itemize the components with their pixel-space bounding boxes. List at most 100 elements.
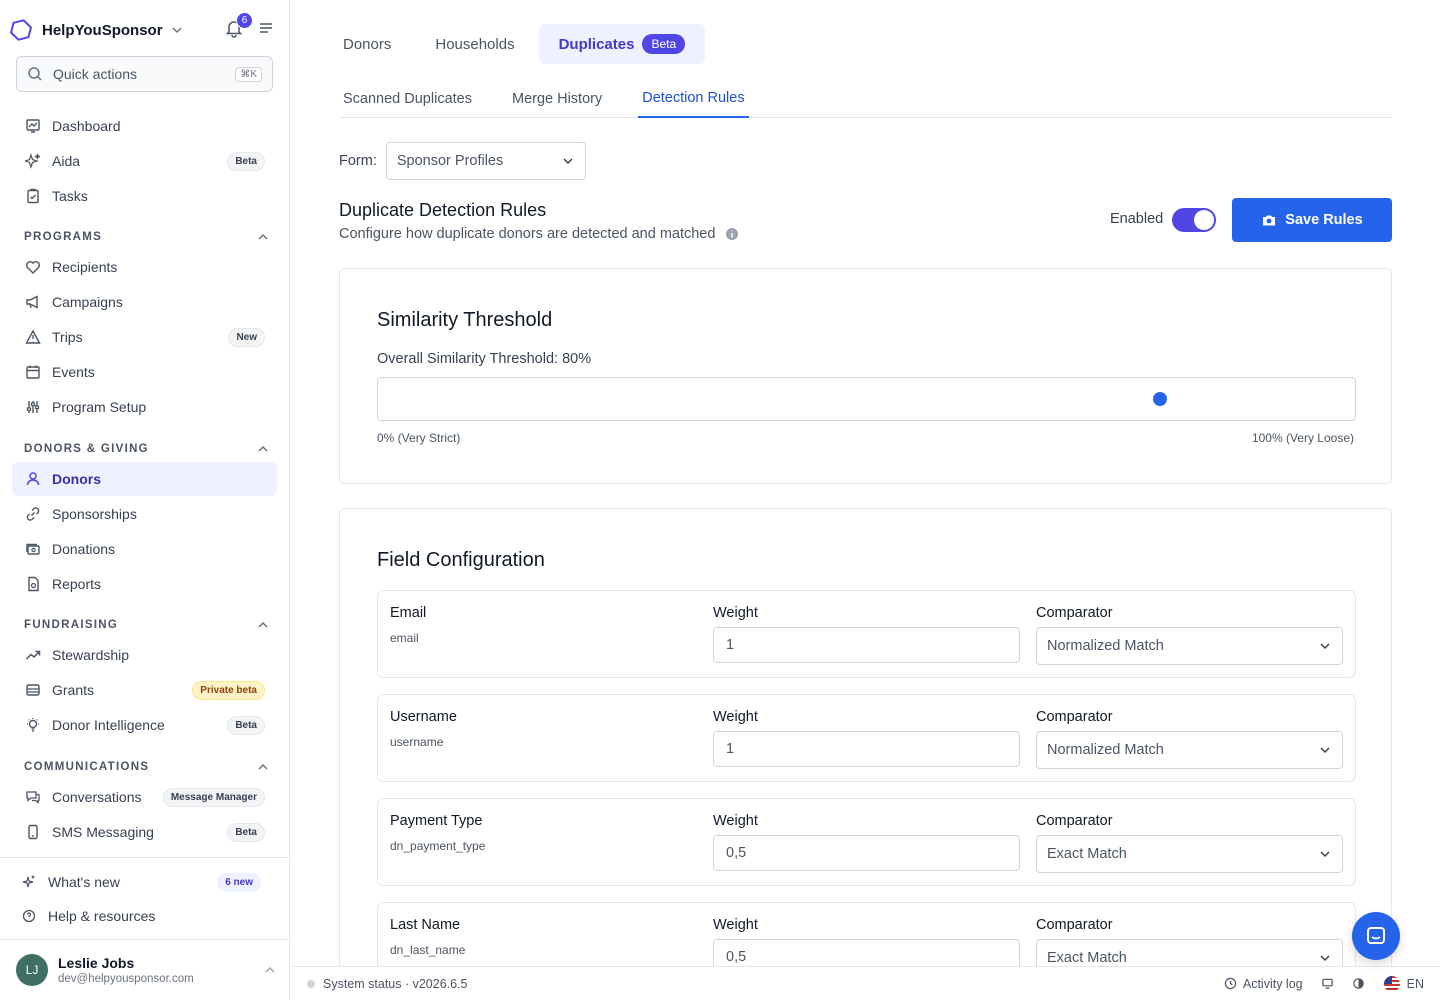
sidebar-item-help[interactable]: Help & resources xyxy=(8,899,273,933)
subtab-scanned-duplicates[interactable]: Scanned Duplicates xyxy=(339,80,476,118)
page-title: Duplicate Detection Rules xyxy=(339,200,547,220)
enabled-toggle[interactable] xyxy=(1172,208,1216,232)
description-text: Configure how duplicate donors are detec… xyxy=(339,226,716,242)
archive-icon xyxy=(24,681,42,699)
chat-icon xyxy=(24,788,42,806)
sidebar-item-label: Events xyxy=(52,364,95,380)
sidebar: HelpYouSponsor 6 Quick actions ⌘K Dashbo… xyxy=(0,0,290,1000)
card-title: Field Configuration xyxy=(377,549,545,571)
megaphone-icon xyxy=(24,293,42,311)
sidebar-item-aida[interactable]: Aida Beta xyxy=(12,144,277,178)
notification-count-badge: 6 xyxy=(236,12,253,29)
user-email: dev@helpyousponsor.com xyxy=(58,973,194,985)
chat-bubble-icon xyxy=(1367,927,1385,944)
sub-tabs: Scanned Duplicates Merge History Detecti… xyxy=(339,80,1392,118)
field-row-payment-type: Payment Type dn_payment_type Weight Comp… xyxy=(377,798,1356,886)
brand-switcher[interactable]: HelpYouSponsor xyxy=(8,14,183,46)
sidebar-item-label: What's new xyxy=(48,874,120,890)
weight-input[interactable] xyxy=(713,731,1020,767)
sparkle-icon xyxy=(20,873,38,891)
trending-up-icon xyxy=(24,646,42,664)
section-title: FUNDRAISING xyxy=(24,619,119,631)
activity-log-label: Activity log xyxy=(1242,976,1303,991)
chevron-down-icon xyxy=(1318,743,1332,757)
comparator-select[interactable]: Exact Match xyxy=(1036,835,1343,873)
tab-duplicates[interactable]: Duplicates Beta xyxy=(538,24,706,64)
language-selector[interactable]: EN xyxy=(1383,975,1424,993)
sidebar-item-sponsorships[interactable]: Sponsorships xyxy=(12,497,277,531)
monitor-button[interactable] xyxy=(1321,977,1334,990)
sidebar-item-trips[interactable]: Trips New xyxy=(12,320,277,354)
weight-input[interactable] xyxy=(713,835,1020,871)
weight-input[interactable] xyxy=(713,627,1020,663)
tab-label: Households xyxy=(435,35,515,53)
sidebar-item-donors[interactable]: Donors xyxy=(12,462,277,496)
section-header-fundraising[interactable]: FUNDRAISING xyxy=(24,616,269,634)
sidebar-item-donor-intelligence[interactable]: Donor Intelligence Beta xyxy=(12,708,277,742)
slider-min-label: 0% (Very Strict) xyxy=(377,431,461,445)
section-header-donors-giving[interactable]: DONORS & GIVING xyxy=(24,440,269,458)
field-row-username: Username username Weight Comparator Norm… xyxy=(377,694,1356,782)
sidebar-item-conversations[interactable]: Conversations Message Manager xyxy=(12,780,277,814)
sidebar-item-label: Help & resources xyxy=(48,908,156,924)
info-icon[interactable] xyxy=(725,227,739,241)
form-label: Form: xyxy=(339,153,377,169)
section-title: COMMUNICATIONS xyxy=(24,761,150,773)
link-icon xyxy=(24,505,42,523)
sidebar-item-label: Campaigns xyxy=(52,294,123,310)
activity-log-link[interactable]: Activity log xyxy=(1224,977,1303,991)
form-select[interactable]: Sponsor Profiles xyxy=(385,142,586,180)
field-key: dn_payment_type xyxy=(390,839,486,853)
save-rules-button[interactable]: Save Rules xyxy=(1232,198,1392,242)
sidebar-item-stewardship[interactable]: Stewardship xyxy=(12,638,277,672)
tab-households[interactable]: Households xyxy=(415,24,534,64)
tab-label: Duplicates xyxy=(558,35,635,53)
menu-toggle-button[interactable] xyxy=(258,20,276,38)
new-badge: New xyxy=(228,327,265,347)
sidebar-item-campaigns[interactable]: Campaigns xyxy=(12,285,277,319)
sidebar-item-whats-new[interactable]: What's new 6 new xyxy=(8,865,273,899)
section-title: PROGRAMS xyxy=(24,231,103,243)
brand-name: HelpYouSponsor xyxy=(42,21,163,39)
subtab-detection-rules[interactable]: Detection Rules xyxy=(638,80,749,118)
sidebar-item-tasks[interactable]: Tasks xyxy=(12,179,277,213)
sidebar-item-program-setup[interactable]: Program Setup xyxy=(12,390,277,424)
notifications-button[interactable]: 6 xyxy=(224,12,253,40)
users-icon xyxy=(24,470,42,488)
sidebar-item-label: Donor Intelligence xyxy=(52,717,165,733)
weight-label: Weight xyxy=(713,709,758,725)
comparator-value: Normalized Match xyxy=(1047,638,1164,654)
whats-new-count-badge: 6 new xyxy=(217,872,261,892)
sidebar-item-recipients[interactable]: Recipients xyxy=(12,250,277,284)
sidebar-item-grants[interactable]: Grants Private beta xyxy=(12,673,277,707)
comparator-select[interactable]: Normalized Match xyxy=(1036,627,1343,665)
toggle-knob xyxy=(1194,210,1214,230)
section-header-programs[interactable]: PROGRAMS xyxy=(24,228,269,246)
sidebar-item-donations[interactable]: Donations xyxy=(12,532,277,566)
user-menu[interactable]: LJ Leslie Jobs dev@helpyousponsor.com xyxy=(16,950,276,990)
sidebar-item-label: Donors xyxy=(52,471,101,487)
subtab-label: Scanned Duplicates xyxy=(343,91,472,107)
weight-label: Weight xyxy=(713,813,758,829)
system-status[interactable]: System status · v2026.6.5 xyxy=(323,976,468,991)
comparator-value: Normalized Match xyxy=(1047,742,1164,758)
section-header-communications[interactable]: COMMUNICATIONS xyxy=(24,758,269,776)
comparator-label: Comparator xyxy=(1036,813,1113,829)
sidebar-item-label: Reports xyxy=(52,576,102,592)
sliders-icon xyxy=(24,398,42,416)
sidebar-item-reports[interactable]: Reports xyxy=(12,567,277,601)
appearance-button[interactable] xyxy=(1352,977,1365,990)
subtab-merge-history[interactable]: Merge History xyxy=(508,80,606,118)
sidebar-item-sms-messaging[interactable]: SMS Messaging Beta xyxy=(12,815,277,849)
sidebar-item-events[interactable]: Events xyxy=(12,355,277,389)
sidebar-item-label: Trips xyxy=(52,329,83,345)
slider-thumb[interactable] xyxy=(1153,392,1167,406)
support-chat-button[interactable] xyxy=(1352,912,1400,960)
quick-actions-search[interactable]: Quick actions ⌘K xyxy=(16,56,273,92)
comparator-select[interactable]: Normalized Match xyxy=(1036,731,1343,769)
threshold-slider[interactable] xyxy=(377,377,1356,421)
sidebar-item-dashboard[interactable]: Dashboard xyxy=(12,109,277,143)
chevron-up-icon xyxy=(257,231,269,243)
avatar: LJ xyxy=(16,954,48,986)
tab-donors[interactable]: Donors xyxy=(339,24,411,64)
